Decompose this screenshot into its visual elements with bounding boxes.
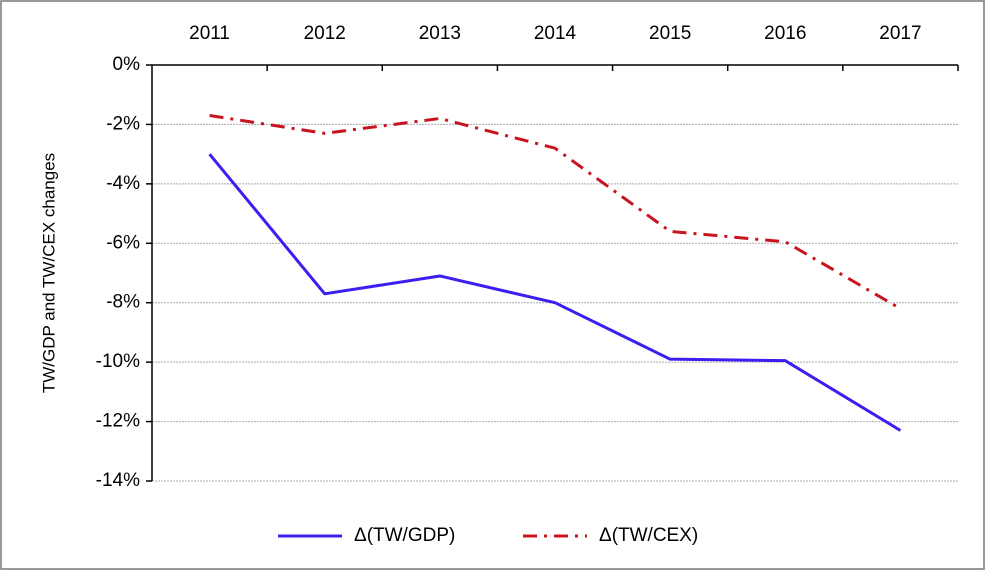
x-tick-label: 2016: [764, 23, 806, 44]
x-tick-label: 2014: [534, 23, 577, 44]
series-line: [209, 114, 902, 310]
legend-label: Δ(TW/CEX): [599, 525, 698, 546]
x-tick-label: 2012: [304, 23, 346, 44]
x-tick-label: 2011: [189, 23, 230, 44]
y-tick-label: -2%: [106, 113, 140, 134]
x-tick-label: 2015: [649, 23, 691, 44]
y-tick-label: 0%: [113, 54, 141, 75]
x-tick-label: 2017: [879, 23, 921, 44]
y-tick-label: -4%: [106, 173, 140, 194]
x-tick-label: 2013: [419, 23, 461, 44]
series-line: [208, 153, 902, 432]
y-tick-label: -12%: [96, 411, 140, 432]
legend-label: Δ(TW/GDP): [354, 525, 455, 546]
y-tick-label: -14%: [96, 470, 140, 491]
y-tick-label: -6%: [106, 232, 140, 253]
y-tick-label: -10%: [96, 351, 140, 372]
y-tick-label: -8%: [106, 292, 140, 313]
y-axis-title: TW/GDP and TW/CEX changes: [39, 153, 58, 393]
